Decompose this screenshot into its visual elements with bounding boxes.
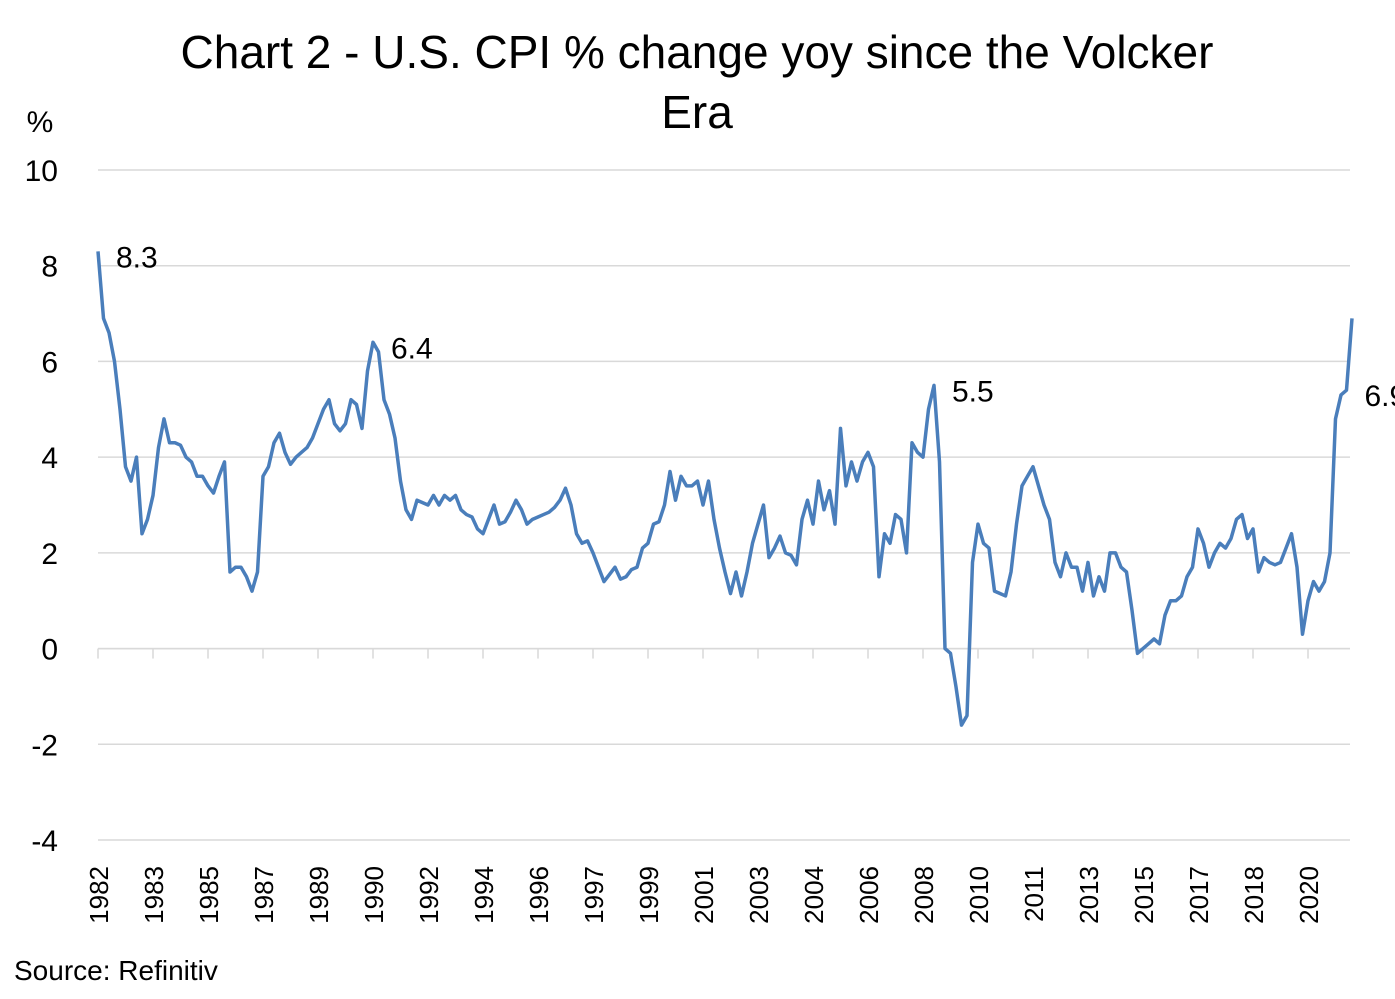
x-tick-label: 1983 [139, 866, 169, 924]
x-tick-label: 2003 [744, 866, 774, 924]
x-tick-label: 2020 [1294, 866, 1324, 924]
x-tick-label: 2013 [1074, 866, 1104, 924]
x-tick-label: 2004 [799, 866, 829, 924]
value-label: 8.3 [116, 241, 158, 274]
y-tick-label: -2 [31, 729, 58, 762]
x-tick-label: 2001 [689, 866, 719, 924]
x-tick-label: 2010 [964, 866, 994, 924]
y-tick-label: -4 [31, 825, 58, 858]
x-tick-label: 2008 [909, 866, 939, 924]
x-tick-label: 1987 [249, 866, 279, 924]
chart-title: Chart 2 - U.S. CPI % change yoy since th… [172, 22, 1222, 142]
x-tick-label: 1994 [469, 866, 499, 924]
y-tick-label: 8 [41, 251, 58, 284]
source: Source: Refinitiv [14, 955, 218, 986]
x-tick-label: 2011 [1019, 866, 1049, 922]
value-label: 6.4 [391, 332, 433, 365]
y-tick-label: 6 [41, 346, 58, 379]
value-label: 5.5 [952, 375, 994, 408]
value-label: 6.9 [1365, 380, 1395, 413]
y-tick-label: 2 [41, 538, 58, 571]
x-tick-label: 2015 [1129, 866, 1159, 924]
x-tick-label: 2006 [854, 866, 884, 924]
x-tick-label: 1996 [524, 866, 554, 924]
x-tick-label: 2018 [1239, 866, 1269, 924]
y-tick-label: 0 [41, 634, 58, 667]
y-tick-label: 10 [25, 155, 58, 188]
x-tick-label: 1989 [304, 866, 334, 924]
y-axis-label: % [27, 106, 54, 139]
x-tick-label: 2017 [1184, 866, 1214, 924]
x-tick-label: 1997 [579, 866, 609, 924]
x-tick-label: 1992 [414, 866, 444, 924]
x-tick-label: 1999 [634, 866, 664, 924]
x-tick-label: 1990 [359, 866, 389, 924]
x-tick-label: 1982 [84, 866, 114, 924]
y-tick-label: 4 [41, 442, 58, 475]
line [98, 251, 1352, 725]
x-tick-label: 1985 [194, 866, 224, 924]
